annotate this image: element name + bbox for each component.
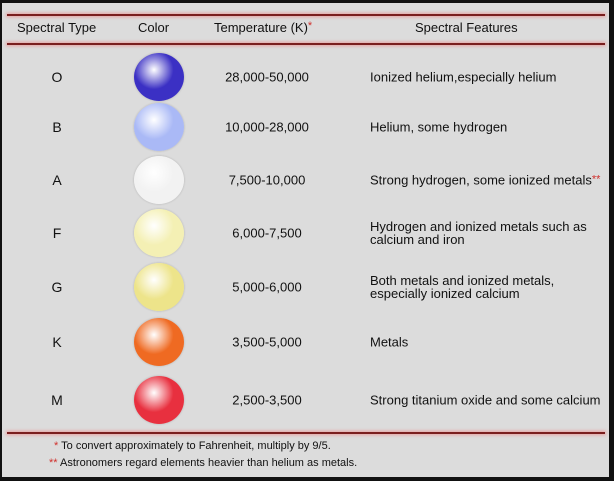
temperature: 3,500-5,000 (232, 334, 302, 350)
footnote-mark: * (307, 20, 313, 32)
spectral-features: Hydrogen and ionized metals such as calc… (370, 220, 605, 246)
footnote-mark: * (54, 440, 59, 452)
header-temperature-label: Temperature (K) (214, 20, 308, 35)
features-text: Helium, some hydrogen (370, 119, 508, 135)
spectral-type: O (51, 69, 63, 85)
temperature: 2,500-3,500 (232, 392, 302, 408)
spectral-type: F (52, 225, 62, 241)
footnote-mark: ** (49, 457, 58, 469)
header-spectral-features: Spectral Features (415, 20, 518, 35)
spectral-type: B (52, 119, 62, 135)
star-color-swatch (134, 263, 184, 311)
table-row: O 28,000-50,000 Ionized helium,especiall… (2, 52, 609, 102)
header-rule (7, 43, 605, 45)
temperature: 28,000-50,000 (225, 69, 309, 85)
spectral-features: Strong hydrogen, some ionized metals** (370, 174, 605, 187)
header-spectral-type: Spectral Type (17, 20, 97, 35)
spectral-features: Metals (370, 336, 605, 349)
temperature: 5,000-6,000 (232, 279, 302, 295)
table-row: F 6,000-7,500 Hydrogen and ionized metal… (2, 208, 609, 258)
spectral-type: A (52, 172, 62, 188)
footnote-2: ** Astronomers regard elements heavier t… (49, 457, 357, 469)
spectral-type: M (51, 392, 63, 408)
header-temperature: Temperature (K)* (214, 20, 312, 35)
footnote-1: * To convert approximately to Fahrenheit… (54, 440, 331, 452)
top-rule (7, 14, 605, 16)
table-row: K 3,500-5,000 Metals (2, 317, 609, 367)
features-text: Metals (370, 334, 409, 350)
table-row: M 2,500-3,500 Strong titanium oxide and … (2, 375, 609, 425)
features-text: Strong titanium oxide and some calcium (370, 392, 601, 408)
temperature: 6,000-7,500 (232, 225, 302, 241)
temperature: 7,500-10,000 (228, 172, 306, 188)
star-color-swatch (134, 318, 184, 366)
table-row: A 7,500-10,000 Strong hydrogen, some ion… (2, 155, 609, 205)
features-text: Ionized helium,especially helium (370, 69, 557, 85)
features-text: Both metals and ionized metals, especial… (370, 273, 555, 301)
features-text: Hydrogen and ionized metals such as calc… (370, 219, 587, 247)
table-row: B 10,000-28,000 Helium, some hydrogen (2, 102, 609, 152)
spectral-features: Helium, some hydrogen (370, 121, 605, 134)
spectral-features: Ionized helium,especially helium (370, 71, 605, 84)
spectral-type: G (51, 279, 63, 295)
spectral-table: Spectral Type Color Temperature (K)* Spe… (2, 3, 609, 477)
header-color: Color (138, 20, 170, 35)
footnote-mark: ** (591, 173, 601, 186)
spectral-features: Both metals and ionized metals, especial… (370, 274, 605, 300)
star-color-swatch (134, 156, 184, 204)
spectral-features: Strong titanium oxide and some calcium (370, 394, 605, 407)
bottom-rule (7, 432, 605, 434)
spectral-type: K (52, 334, 62, 350)
temperature: 10,000-28,000 (225, 119, 309, 135)
table-row: G 5,000-6,000 Both metals and ionized me… (2, 262, 609, 312)
star-color-swatch (134, 376, 184, 424)
footnote-text: To convert approximately to Fahrenheit, … (61, 440, 331, 452)
star-color-swatch (134, 103, 184, 151)
features-text: Strong hydrogen, some ionized metals (370, 172, 592, 188)
star-color-swatch (134, 209, 184, 257)
footnote-text: Astronomers regard elements heavier than… (60, 457, 358, 469)
star-color-swatch (134, 53, 184, 101)
